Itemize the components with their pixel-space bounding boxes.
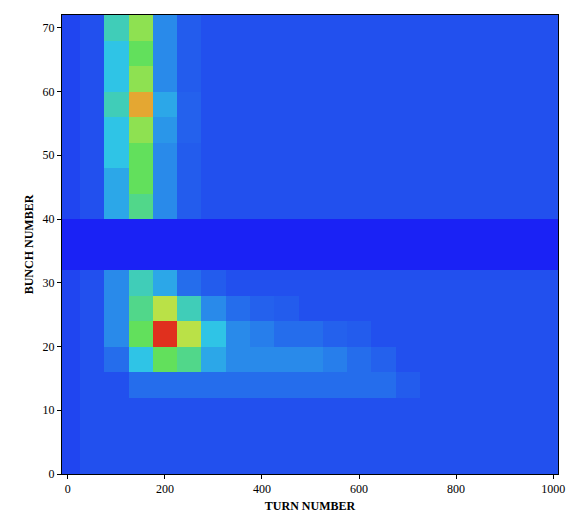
svg-text:50: 50 xyxy=(43,148,55,162)
svg-text:60: 60 xyxy=(43,85,55,99)
svg-text:10: 10 xyxy=(43,403,55,417)
svg-text:1000: 1000 xyxy=(541,482,565,496)
svg-text:BUNCH NUMBER: BUNCH NUMBER xyxy=(22,194,36,294)
svg-text:0: 0 xyxy=(49,467,55,481)
svg-text:400: 400 xyxy=(253,482,271,496)
svg-text:0: 0 xyxy=(65,482,71,496)
svg-text:TURN NUMBER: TURN NUMBER xyxy=(265,499,356,513)
svg-text:600: 600 xyxy=(350,482,368,496)
svg-text:30: 30 xyxy=(43,276,55,290)
svg-text:20: 20 xyxy=(43,340,55,354)
svg-text:40: 40 xyxy=(43,212,55,226)
svg-text:800: 800 xyxy=(447,482,465,496)
svg-text:200: 200 xyxy=(156,482,174,496)
svg-text:70: 70 xyxy=(43,21,55,35)
